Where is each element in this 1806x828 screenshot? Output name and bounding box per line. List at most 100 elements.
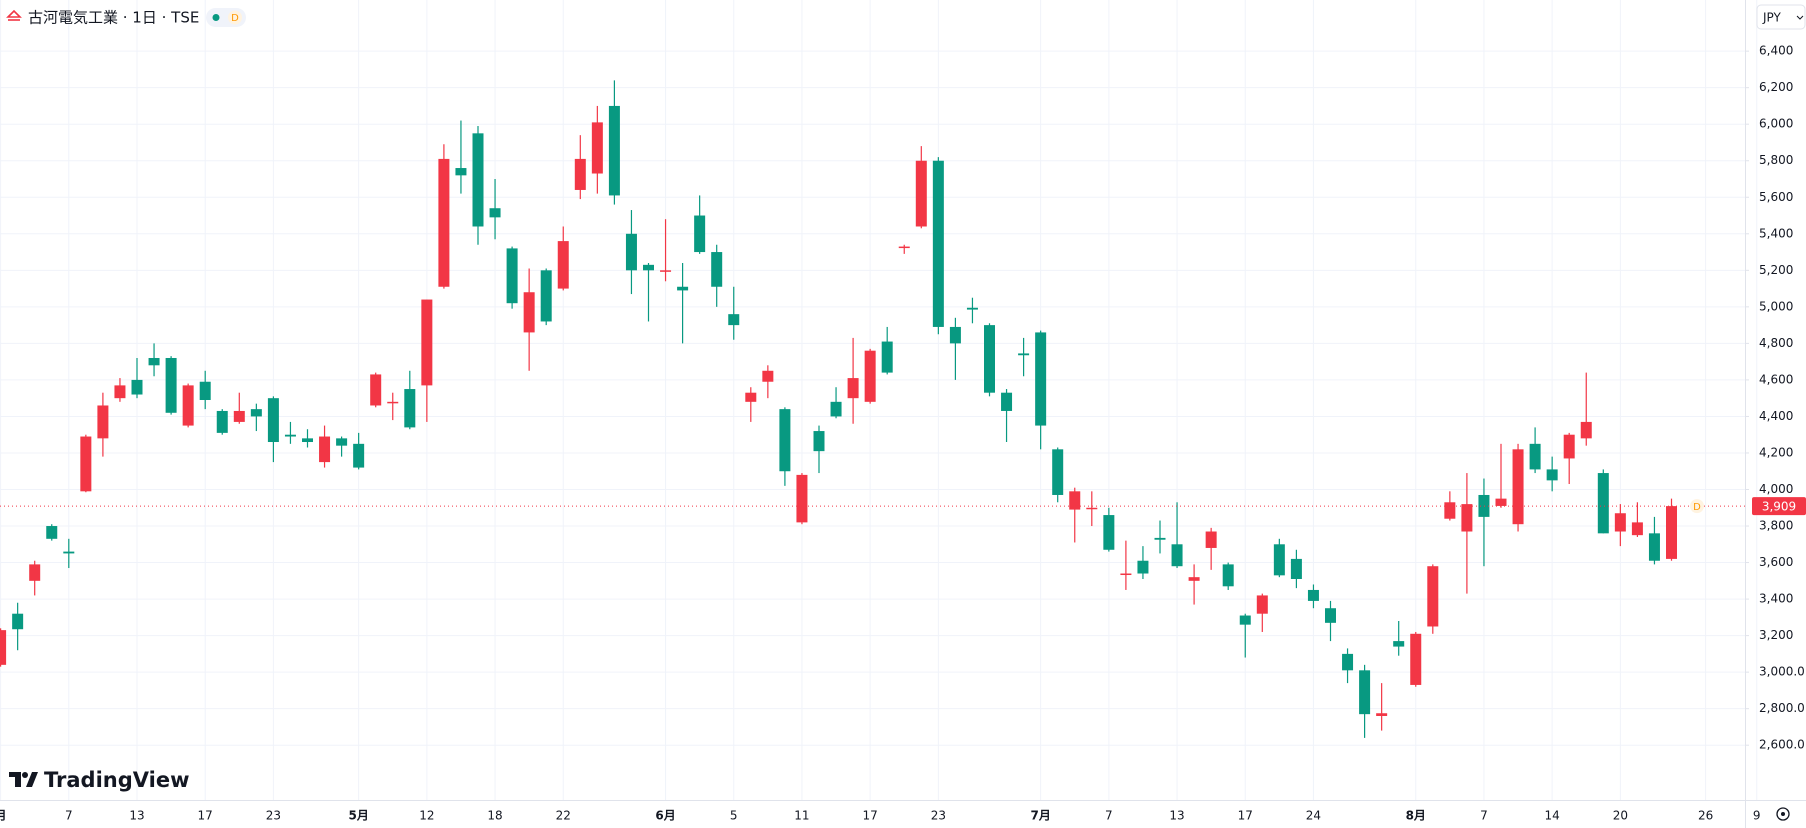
candle-body (711, 252, 723, 287)
candle-body (984, 325, 995, 393)
candle-body (762, 370, 774, 382)
candle-body (1461, 504, 1473, 532)
candle-body (881, 341, 893, 373)
candle-body (455, 168, 467, 176)
candle-body (949, 326, 961, 344)
candle-body (1444, 502, 1456, 519)
candle-body (1188, 577, 1200, 581)
x-tick-label: 17 (1238, 809, 1253, 823)
candle-body (898, 246, 910, 249)
candle-body (199, 381, 211, 400)
candle-body (114, 385, 126, 399)
last-price-label: 3,909 (1762, 500, 1796, 514)
candle-body (1325, 608, 1336, 623)
candle-body (796, 474, 808, 523)
logo-mark-b (26, 772, 38, 787)
x-tick-label: 13 (129, 809, 144, 823)
y-tick-label: 3,800 (1759, 519, 1793, 533)
candle-body (1154, 537, 1166, 540)
candle-body (302, 438, 313, 443)
y-tick-label: 5,800 (1759, 153, 1793, 167)
candle-body (625, 233, 637, 271)
candle-body (0, 630, 7, 665)
y-tick-label: 5,200 (1759, 263, 1793, 277)
settings-button[interactable] (1776, 807, 1790, 821)
candle-body (608, 105, 620, 196)
candle-body (370, 374, 382, 406)
settings-gear[interactable] (1776, 807, 1790, 821)
market-open-dot (212, 14, 220, 21)
candle-body (813, 431, 825, 452)
candle-body (557, 241, 569, 289)
x-tick-label: 5月 (348, 809, 368, 823)
currency-caret (1796, 15, 1804, 20)
x-tick-label: 23 (266, 809, 281, 823)
axes-layer: 6,400 6,200 6,000 5,800 5,600 5,400 5,200 5,000… (0, 44, 1806, 823)
candle-body (1120, 573, 1132, 576)
candle-body (319, 436, 331, 463)
dividend-marker-label: D (1693, 502, 1701, 513)
candle-body (1614, 513, 1626, 532)
candle-body (1631, 522, 1643, 536)
candle-body (643, 264, 654, 271)
candle-body (506, 248, 518, 304)
candle-body (148, 357, 160, 366)
badge-bg (228, 10, 242, 25)
candle-body (489, 208, 501, 218)
candle-body (1052, 449, 1064, 495)
candle-body (1273, 544, 1285, 576)
currency-button[interactable]: JPY (1756, 4, 1806, 30)
x-tick-label: 7 (65, 809, 73, 823)
candle-body (694, 215, 706, 253)
candle-body (80, 436, 92, 492)
candle-body (830, 401, 842, 417)
candle-body (1478, 494, 1490, 517)
x-tick-label: 22 (556, 809, 571, 823)
x-tick-label: 7 (1105, 809, 1113, 823)
x-tick-label: 23 (931, 809, 946, 823)
candle-body (97, 405, 109, 439)
candle-body (1018, 353, 1030, 356)
candle-body (1597, 473, 1609, 534)
candle-body (438, 158, 450, 287)
y-tick-label: 4,400 (1759, 409, 1793, 423)
candle-body (1580, 421, 1592, 439)
candle-body (932, 160, 944, 327)
x-tick-label: 18 (487, 809, 502, 823)
y-tick-label: 5,600 (1759, 190, 1793, 204)
currency-box[interactable] (1756, 4, 1806, 30)
x-tick-label: 20 (1613, 809, 1628, 823)
candle-body (472, 133, 484, 227)
candle-body (353, 443, 365, 468)
candle-body (966, 307, 978, 310)
candle-body (677, 286, 689, 291)
symbol-title[interactable]: 古河電気工業 · 1日 · TSE (28, 9, 199, 27)
y-tick-label: 3,200 (1759, 628, 1793, 642)
candle-body (1563, 434, 1575, 459)
candle-body (574, 158, 586, 190)
candle-body (523, 292, 535, 333)
candle-body (216, 410, 228, 433)
y-tick-label: 3,600 (1759, 555, 1793, 569)
currency-label[interactable]: JPY (1762, 11, 1782, 25)
candle-body (387, 401, 399, 404)
logo-mark-dot (22, 772, 28, 778)
x-tick-label: 11 (794, 809, 809, 823)
y-tick-label: 2,800.0 (1759, 701, 1805, 715)
y-tick-label: 6,000 (1759, 117, 1793, 131)
x-tick-label: 8月 (1406, 809, 1426, 823)
y-tick-label: 4,600 (1759, 372, 1793, 386)
candle-body (1103, 515, 1115, 550)
candle-body (267, 398, 279, 443)
candle-body (1137, 560, 1149, 574)
candle-body (1546, 469, 1558, 481)
candle-body (46, 526, 58, 539)
x-tick-label: 17 (198, 809, 213, 823)
y-tick-label: 5,000 (1759, 299, 1793, 313)
candle-body (1001, 392, 1013, 411)
candle-body (131, 379, 143, 395)
x-tick-label: 7月 (1030, 809, 1050, 823)
last-price-tag (1752, 497, 1806, 516)
candle-body (421, 299, 433, 386)
